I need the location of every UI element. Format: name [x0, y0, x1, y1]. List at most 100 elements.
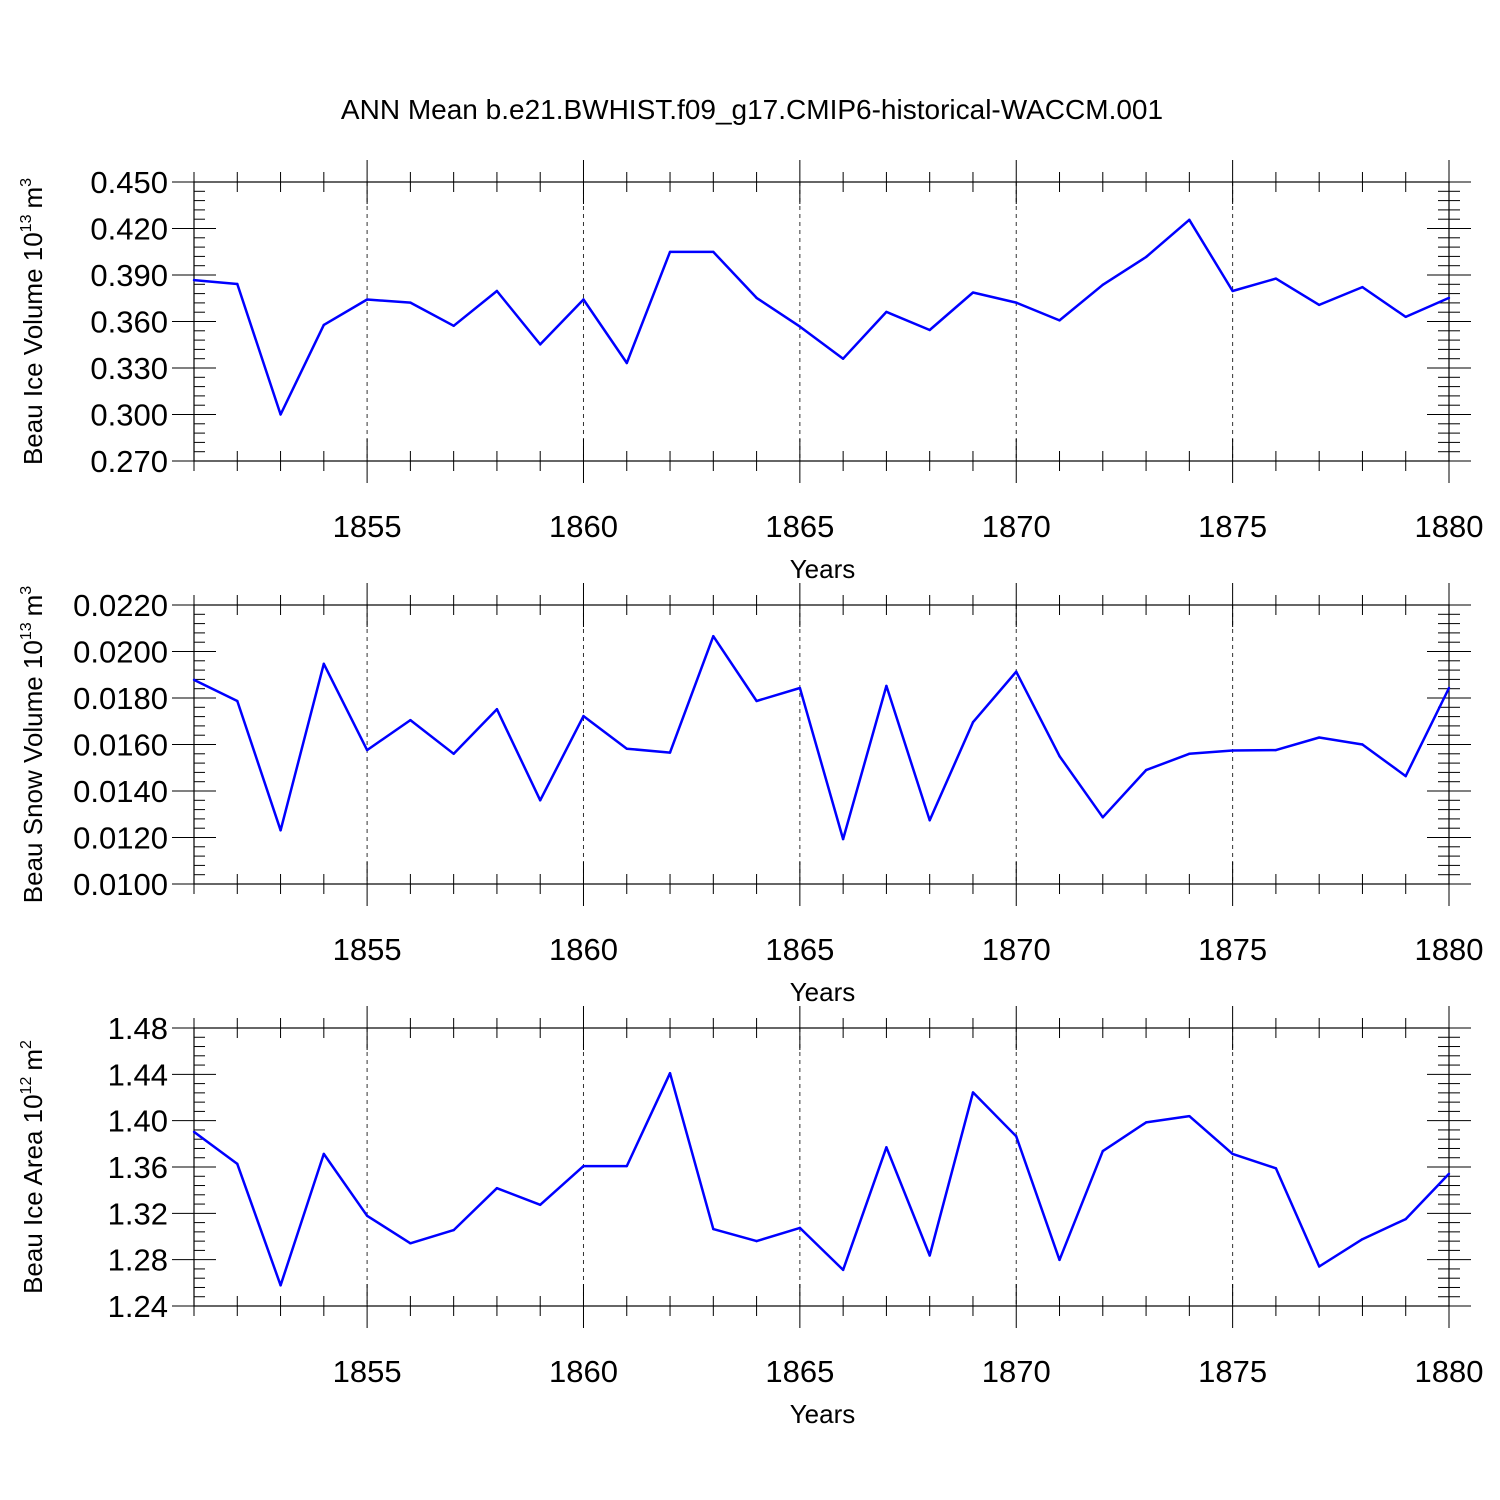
data-point	[322, 1152, 326, 1156]
plot-frame	[193, 604, 1450, 885]
data-point	[1188, 1114, 1191, 1118]
data-point	[1188, 752, 1191, 755]
data-point	[1317, 1265, 1321, 1268]
x-tick-label: 1870	[982, 509, 1051, 544]
data-point	[1447, 686, 1451, 690]
y-tick-label: 0.0220	[73, 588, 168, 623]
data-point	[1101, 283, 1104, 286]
data-point	[755, 1239, 758, 1243]
data-point	[971, 1091, 975, 1094]
x-axis-label: Years	[790, 977, 856, 1007]
x-tick-label: 1865	[765, 509, 834, 544]
data-point	[668, 751, 672, 754]
plot-frame	[193, 1027, 1450, 1307]
data-point	[409, 718, 412, 722]
data-point	[495, 707, 499, 711]
data-point	[1144, 255, 1148, 259]
data-point	[539, 343, 542, 346]
y-tick-label: 0.0100	[73, 867, 168, 902]
data-point	[582, 298, 585, 301]
data-point	[1144, 1121, 1148, 1124]
data-point	[365, 298, 369, 301]
data-point	[755, 296, 758, 300]
data-point	[885, 684, 888, 688]
y-tick-label: 0.330	[90, 351, 168, 386]
x-tick-label: 1875	[1198, 1354, 1267, 1389]
data-point	[495, 1186, 499, 1190]
data-point	[365, 748, 369, 752]
data-point	[928, 328, 931, 332]
data-point	[279, 829, 282, 832]
data-point	[279, 413, 282, 416]
y-tick-label: 0.420	[90, 212, 168, 247]
y-tick-label: 1.40	[108, 1104, 168, 1139]
y-axis-label-exponent: 13	[18, 622, 35, 640]
y-tick-label: 1.28	[108, 1243, 168, 1278]
y-axis-label-unit-exponent: 3	[18, 178, 35, 187]
data-point	[928, 1254, 931, 1257]
data-point	[1231, 289, 1234, 293]
data-point	[1101, 816, 1104, 819]
data-point	[1447, 296, 1451, 300]
y-tick-label: 1.32	[108, 1196, 168, 1231]
y-axis-label-text: Beau Snow Volume 10	[18, 640, 48, 903]
y-tick-label: 0.270	[90, 444, 168, 479]
data-point	[236, 699, 239, 703]
y-tick-label: 0.0180	[73, 681, 168, 716]
data-point	[539, 1203, 542, 1206]
data-point	[582, 714, 585, 718]
data-point	[1231, 749, 1234, 752]
data-point	[668, 250, 672, 254]
y-axis-label: Beau Snow Volume 1013 m3	[18, 586, 48, 904]
snow-volume-panel: 1855 1860 1865 1870 1875 1880 0.0100 0.0120 0.01…	[18, 583, 1483, 1007]
figure-title: ANN Mean b.e21.BWHIST.f09_g17.CMIP6-hist…	[341, 94, 1163, 125]
y-tick-label: 0.300	[90, 398, 168, 433]
data-point	[971, 720, 975, 724]
data-point	[841, 357, 845, 360]
x-tick-label: 1870	[982, 932, 1051, 967]
data-point	[625, 747, 628, 750]
data-point	[1144, 768, 1148, 772]
data-point	[798, 686, 802, 690]
data-point	[1361, 1237, 1364, 1241]
y-axis-label-unit: m	[18, 1049, 48, 1071]
data-point	[495, 289, 499, 293]
data-point	[365, 1214, 369, 1217]
data-point	[1274, 277, 1278, 280]
data-point	[539, 799, 542, 802]
data-point	[1101, 1149, 1104, 1153]
y-axis-label-unit-exponent: 2	[18, 1040, 35, 1049]
data-point	[928, 819, 931, 822]
x-axis-label: Years	[790, 554, 856, 584]
data-point	[625, 361, 628, 365]
y-tick-label: 0.0120	[73, 821, 168, 856]
data-point	[885, 310, 888, 314]
data-point	[712, 634, 715, 638]
y-tick-label: 0.360	[90, 305, 168, 340]
x-tick-label: 1870	[982, 1354, 1051, 1389]
data-point	[192, 678, 196, 682]
x-tick-label: 1880	[1415, 1354, 1484, 1389]
data-point	[1188, 218, 1191, 222]
data-point	[236, 1162, 239, 1166]
ice-volume-panel: 1855 1860 1865 1870 1875 1880 0.270 0.300 0.330 0…	[18, 160, 1483, 584]
x-tick-label: 1865	[765, 932, 834, 967]
y-axis-label: Beau Ice Area 1012 m2	[18, 1040, 48, 1294]
data-point	[1015, 1135, 1018, 1138]
x-tick-label: 1855	[333, 932, 402, 967]
data-point	[452, 752, 455, 755]
data-point	[841, 837, 845, 841]
data-point	[192, 278, 196, 282]
data-point	[1317, 303, 1321, 307]
data-point	[1058, 319, 1061, 322]
y-tick-label: 0.0140	[73, 774, 168, 809]
y-axis-label-unit: m	[18, 595, 48, 617]
data-point	[1404, 1217, 1407, 1221]
x-tick-label: 1880	[1415, 932, 1484, 967]
x-tick-label: 1875	[1198, 509, 1267, 544]
y-tick-label: 1.48	[108, 1011, 168, 1046]
x-axis-label: Years	[790, 1399, 856, 1429]
data-point	[1447, 1172, 1451, 1176]
x-tick-label: 1855	[333, 509, 402, 544]
data-point	[841, 1268, 845, 1272]
